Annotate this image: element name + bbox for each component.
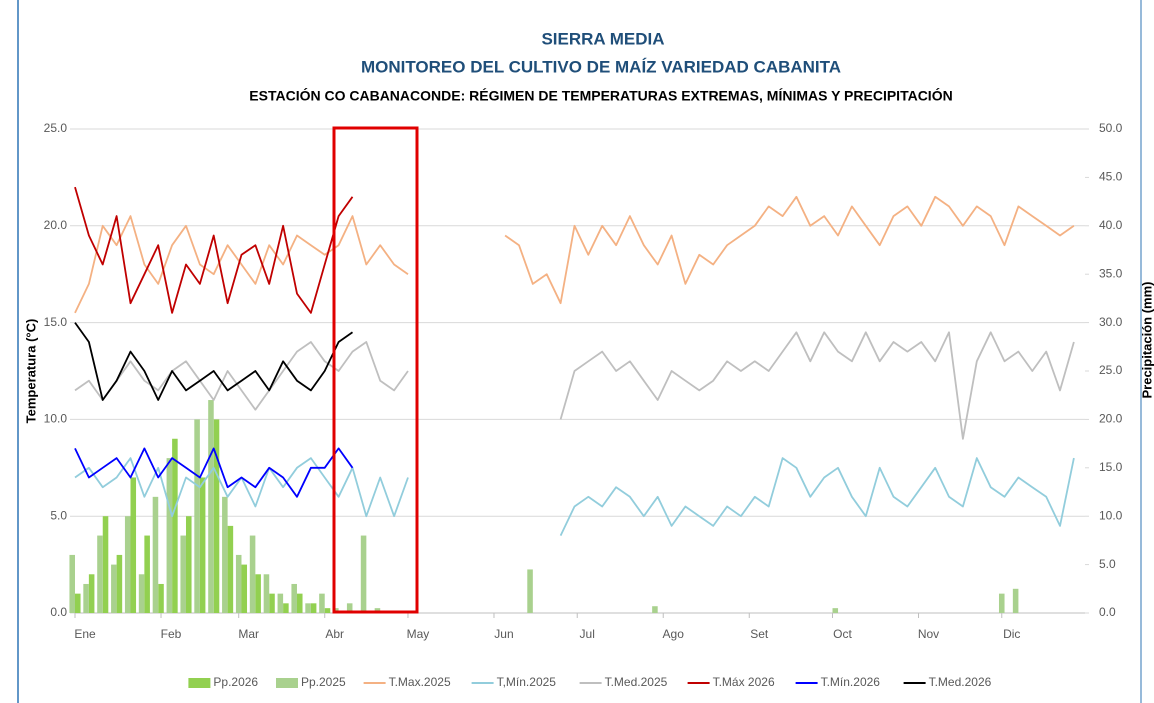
precip-bar: [97, 535, 103, 613]
x-tick-label: Dic: [1003, 627, 1020, 641]
precip-bar: [277, 593, 284, 613]
precip-bar: [83, 583, 89, 613]
precip-bar: [249, 535, 256, 613]
precip-bar: [255, 574, 261, 613]
precip-bar: [360, 535, 367, 613]
x-tick-label: Abr: [325, 627, 344, 641]
x-tick-label: Oct: [833, 627, 852, 641]
precip-bar: [319, 593, 325, 613]
precip-bar: [227, 525, 234, 613]
legend-swatch: [188, 678, 211, 688]
precip-bar: [527, 569, 533, 613]
legend-label: T.Max.2025: [389, 675, 451, 689]
precip-bar: [269, 593, 275, 613]
temp-line: [74, 195, 1075, 314]
precip-bar: [185, 516, 192, 613]
y-tick-label: 25.0: [44, 121, 68, 135]
y-tick-label: 15.0: [44, 315, 68, 329]
x-tick-label: Jun: [494, 627, 513, 641]
y2-tick-label: 10.0: [1099, 508, 1123, 522]
x-tick-label: Ago: [663, 627, 685, 641]
legend-swatch: [276, 678, 298, 688]
legend-label: Pp.2026: [213, 675, 258, 689]
precip-bar: [75, 593, 81, 613]
precip-bar: [291, 583, 297, 613]
precip-bar: [235, 554, 242, 613]
legend-label: T,Mín.2025: [497, 675, 557, 689]
y-tick-label: 20.0: [44, 218, 68, 232]
precip-bar: [283, 603, 289, 613]
y2-axis-label: Precipitación (mm): [1139, 281, 1154, 398]
legend-label: T.Mín.2026: [821, 675, 881, 689]
precip-bar: [310, 603, 317, 613]
y2-tick-label: 15.0: [1099, 460, 1123, 474]
y2-tick-label: 40.0: [1099, 218, 1123, 232]
y2-tick-label: 5.0: [1099, 557, 1116, 571]
x-tick-label: Ene: [74, 627, 96, 641]
x-tick-label: May: [407, 627, 430, 641]
precip-bar: [124, 516, 131, 613]
y2-tick-label: 0.0: [1099, 605, 1116, 619]
precip-bar: [138, 574, 145, 613]
chart-title: SIERRA MEDIA: [541, 29, 664, 48]
y2-tick-label: 30.0: [1099, 315, 1123, 329]
precip-bar: [158, 583, 164, 613]
chart-subtitle: MONITOREO DEL CULTIVO DE MAÍZ VARIEDAD C…: [361, 57, 841, 76]
precip-bar: [111, 564, 117, 613]
precip-bar: [144, 535, 150, 613]
y2-tick-label: 35.0: [1099, 266, 1123, 280]
legend-label: T.Med.2025: [605, 675, 668, 689]
x-tick-label: Feb: [161, 627, 182, 641]
precip-bar: [88, 574, 95, 613]
y-axis-label: Temperatura (°C): [23, 319, 38, 424]
precip-bar: [180, 535, 186, 613]
temp-line: [74, 331, 1075, 440]
y-tick-label: 0.0: [50, 605, 67, 619]
temp-line: [74, 447, 354, 498]
y-tick-label: 5.0: [50, 508, 67, 522]
precip-bar: [102, 516, 109, 613]
x-tick-label: Jul: [580, 627, 595, 641]
precip-bar: [652, 606, 658, 613]
precip-bar: [152, 496, 159, 613]
highlight-box: [332, 126, 419, 614]
precip-bar: [324, 608, 331, 613]
y2-tick-label: 45.0: [1099, 170, 1123, 184]
y2-tick-label: 25.0: [1099, 363, 1123, 377]
precip-bar: [213, 419, 220, 613]
precip-bar: [69, 554, 75, 613]
legend-label: Pp.2025: [301, 675, 346, 689]
precip-bar: [296, 593, 303, 613]
precip-bar: [998, 593, 1005, 613]
temp-line: [74, 186, 354, 314]
precip-bar: [832, 608, 839, 613]
precip-bar: [116, 554, 123, 613]
legend-label: T.Med.2026: [929, 675, 992, 689]
legend-label: T.Máx 2026: [713, 675, 775, 689]
y2-tick-label: 50.0: [1099, 121, 1123, 135]
legend: Pp.2026 Pp.2025 T.Max.2025 T,Mín.2025 T.Med.…: [188, 675, 992, 689]
precip-bar: [208, 400, 214, 613]
x-tick-label: Nov: [918, 627, 939, 641]
precip-bar: [1012, 588, 1019, 613]
precip-bar: [172, 438, 178, 613]
precip-bar: [199, 477, 206, 613]
precip-bar: [130, 477, 137, 613]
precip-bar: [241, 564, 248, 613]
temp-line: [74, 322, 354, 401]
precip-bar: [263, 574, 270, 613]
y-tick-label: 10.0: [44, 412, 68, 426]
precip-bar: [305, 603, 311, 613]
chart-subtitle2: ESTACIÓN CO CABANACONDE: RÉGIMEN DE TEMP…: [249, 87, 952, 104]
precip-bar: [166, 458, 173, 613]
precip-bar: [222, 496, 228, 613]
x-tick-label: Set: [750, 627, 769, 641]
precip-bar: [346, 603, 353, 613]
y2-tick-label: 20.0: [1099, 412, 1123, 426]
x-tick-label: Mar: [238, 627, 259, 641]
precip-bar: [194, 419, 200, 613]
